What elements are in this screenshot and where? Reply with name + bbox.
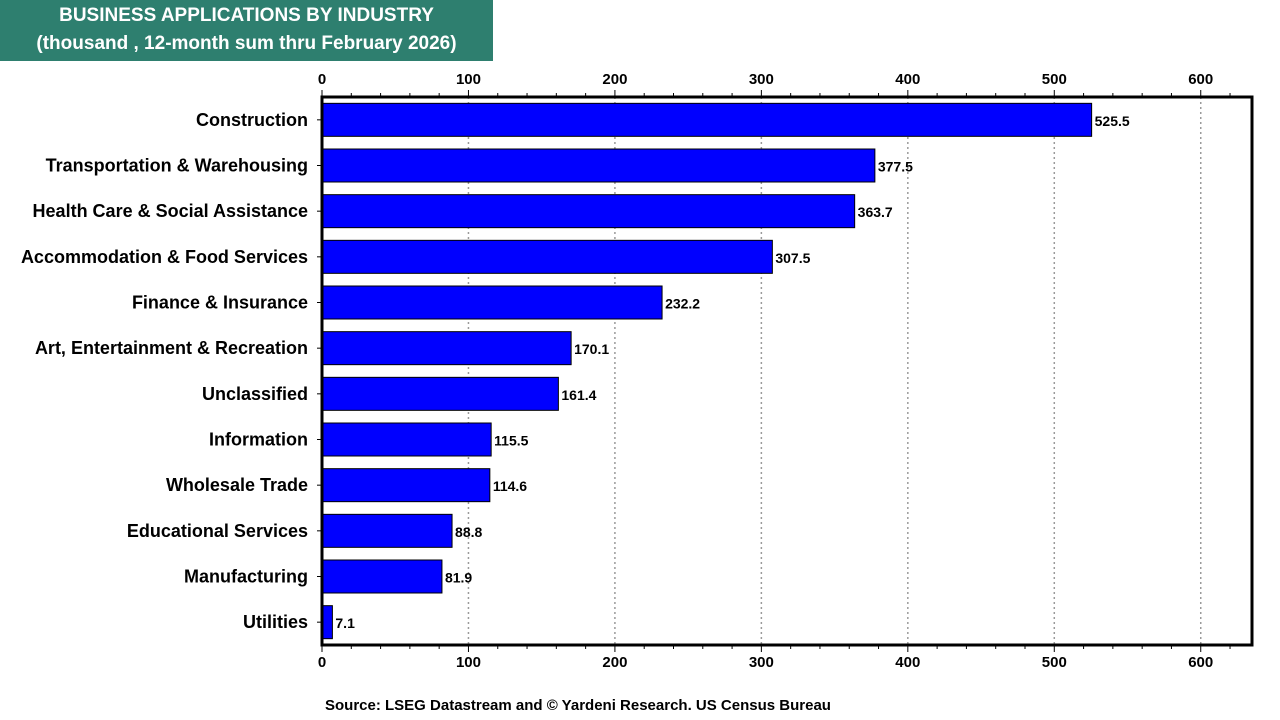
bar <box>322 148 876 183</box>
bar <box>322 376 559 411</box>
value-label: 525.5 <box>1095 113 1130 129</box>
source-note: Source: LSEG Datastream and © Yardeni Re… <box>325 697 831 714</box>
value-label: 377.5 <box>878 159 913 175</box>
value-label: 232.2 <box>665 296 700 312</box>
chart-subtitle: (thousand , 12-month sum thru February 2… <box>36 33 457 54</box>
category-label: Transportation & Warehousing <box>46 156 308 176</box>
x-tick-label-top: 300 <box>749 71 774 88</box>
x-tick-label-top: 500 <box>1042 71 1067 88</box>
x-tick-label-top: 0 <box>318 71 326 88</box>
value-label: 114.6 <box>493 478 527 494</box>
value-label: 81.9 <box>445 570 472 586</box>
bar <box>322 239 773 274</box>
chart-title: BUSINESS APPLICATIONS BY INDUSTRY <box>59 5 434 26</box>
bar <box>322 559 443 594</box>
plot-frame <box>320 95 1254 647</box>
bar <box>322 102 1093 137</box>
category-label: Art, Entertainment & Recreation <box>35 338 308 358</box>
category-label: Information <box>209 430 308 450</box>
x-tick-label-bottom: 600 <box>1188 654 1213 671</box>
value-label: 307.5 <box>775 250 810 266</box>
value-label: 170.1 <box>574 341 609 357</box>
value-label: 161.4 <box>561 387 596 403</box>
x-tick-label-top: 600 <box>1188 71 1213 88</box>
x-tick-label-bottom: 0 <box>318 654 326 671</box>
bar <box>322 194 856 229</box>
x-tick-label-bottom: 400 <box>895 654 920 671</box>
x-tick-label-top: 400 <box>895 71 920 88</box>
category-label: Health Care & Social Assistance <box>33 201 308 221</box>
category-label: Educational Services <box>127 521 308 541</box>
value-label: 88.8 <box>455 524 482 540</box>
category-label: Finance & Insurance <box>132 293 308 313</box>
value-label: 7.1 <box>335 615 355 631</box>
category-label: Construction <box>196 110 308 130</box>
x-tick-label-bottom: 200 <box>602 654 627 671</box>
bar <box>322 605 333 640</box>
category-label: Wholesale Trade <box>166 475 308 495</box>
chart-title-box: BUSINESS APPLICATIONS BY INDUSTRY (thous… <box>0 0 493 61</box>
category-label: Manufacturing <box>184 567 308 587</box>
bar <box>322 513 453 548</box>
category-label: Unclassified <box>202 384 308 404</box>
value-label: 115.5 <box>494 433 528 449</box>
bar <box>322 285 663 320</box>
category-label: Accommodation & Food Services <box>21 247 308 267</box>
bar <box>322 331 572 366</box>
bar <box>322 468 491 503</box>
bar <box>322 422 492 457</box>
category-label: Utilities <box>243 612 308 632</box>
x-tick-label-bottom: 500 <box>1042 654 1067 671</box>
x-tick-label-bottom: 100 <box>456 654 481 671</box>
x-tick-label-top: 200 <box>602 71 627 88</box>
x-tick-label-top: 100 <box>456 71 481 88</box>
value-label: 363.7 <box>858 204 893 220</box>
x-tick-label-bottom: 300 <box>749 654 774 671</box>
